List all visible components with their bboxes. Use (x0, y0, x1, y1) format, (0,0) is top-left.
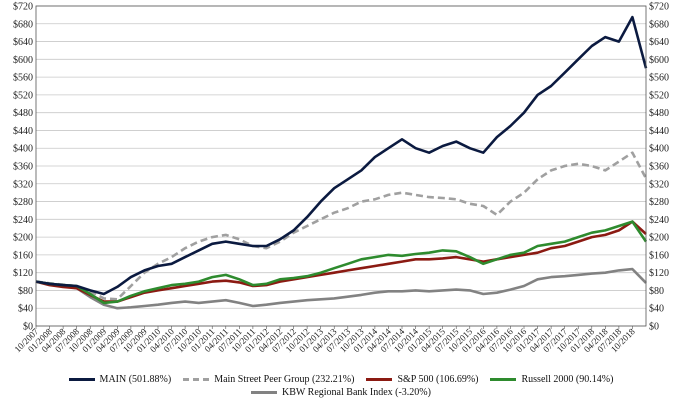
y-tick-label-right: $160 (649, 250, 669, 261)
y-tick-label-left: $80 (18, 286, 33, 297)
y-tick-label-left: $640 (13, 37, 33, 48)
y-tick-label-left: $480 (13, 108, 33, 119)
legend-label-peer: Main Street Peer Group (232.21%) (214, 374, 355, 385)
series-line-peer-group (35, 151, 648, 301)
y-tick-label-right: $240 (649, 215, 669, 226)
y-tick-label-right: $120 (649, 268, 669, 279)
y-tick-label-right: $80 (649, 286, 664, 297)
legend-item-kbw: KBW Regional Bank Index (-3.20%) (251, 387, 431, 398)
y-tick-label-right: $640 (649, 37, 669, 48)
y-tick-label-right: $600 (649, 55, 669, 66)
y-tick-label-left: $200 (13, 233, 33, 244)
legend-label-main: MAIN (501.88%) (99, 374, 172, 385)
y-tick-label-left: $720 (13, 2, 33, 13)
legend-label-sp500: S&P 500 (106.69%) (397, 374, 479, 385)
y-tick-label-right: $480 (649, 108, 669, 119)
legend-swatch-main (68, 378, 95, 381)
y-tick-label-right: $280 (649, 197, 669, 208)
y-tick-label-right: $440 (649, 126, 669, 137)
legend-row-1: MAIN (501.88%) Main Street Peer Group (2… (0, 373, 682, 386)
series-line-kbw (35, 267, 647, 310)
legend: MAIN (501.88%) Main Street Peer Group (2… (0, 373, 682, 399)
y-tick-label-right: $40 (649, 304, 664, 315)
legend-row-2: KBW Regional Bank Index (-3.20%) (0, 386, 682, 399)
y-axis-right: $0 $40 $80 $120 $160 $200 $240 $280 $320 $360 $400… (649, 2, 669, 333)
y-tick-label-left: $560 (13, 73, 33, 84)
y-tick-label-right: $200 (649, 233, 669, 244)
legend-swatch-peer (183, 378, 210, 381)
series-lines (35, 15, 648, 310)
plot-frame (35, 5, 647, 327)
legend-item-sp500: S&P 500 (106.69%) (366, 374, 478, 385)
y-tick-label-left: $600 (13, 55, 33, 66)
legend-item-russell: Russell 2000 (90.14%) (490, 374, 613, 385)
y-tick-label-left: $520 (13, 90, 33, 101)
y-tick-label-left: $320 (13, 179, 33, 190)
y-tick-label-left: $280 (13, 197, 33, 208)
y-tick-label-left: $360 (13, 162, 33, 173)
y-tick-label-right: $360 (649, 162, 669, 173)
y-tick-label-right: $320 (649, 179, 669, 190)
y-tick-label-right: $520 (649, 90, 669, 101)
y-tick-label-left: $160 (13, 250, 33, 261)
y-tick-label-left: $0 (23, 322, 33, 333)
y-tick-label-left: $400 (13, 144, 33, 155)
legend-swatch-russell (490, 378, 517, 381)
y-tick-label-right: $400 (649, 144, 669, 155)
y-tick-label-left: $40 (18, 304, 33, 315)
legend-item-peer: Main Street Peer Group (232.21%) (183, 374, 354, 385)
y-axis-left: $0 $40 $80 $120 $160 $200 $240 $280 $320 $360 $400… (13, 2, 33, 333)
y-tick-label-left: $440 (13, 126, 33, 137)
y-tick-label-left: $240 (13, 215, 33, 226)
legend-swatch-kbw (251, 391, 278, 394)
series-line-main (35, 15, 648, 296)
y-tick-label-left: $120 (13, 268, 33, 279)
grid (36, 5, 646, 327)
legend-label-russell: Russell 2000 (90.14%) (521, 374, 614, 385)
y-tick-label-right: $560 (649, 73, 669, 84)
y-tick-label-left: $680 (13, 19, 33, 30)
y-tick-label-right: $0 (649, 322, 659, 333)
series-line-russell2000 (35, 220, 648, 305)
series-line-sp500 (35, 220, 647, 303)
legend-label-kbw: KBW Regional Bank Index (-3.20%) (282, 387, 431, 398)
legend-swatch-sp500 (366, 378, 393, 381)
x-axis: 10/200701/200804/200807/200810/200801/20… (12, 326, 637, 354)
y-tick-label-right: $680 (649, 19, 669, 30)
y-tick-label-right: $720 (649, 2, 669, 13)
legend-item-main: MAIN (501.88%) (68, 374, 172, 385)
